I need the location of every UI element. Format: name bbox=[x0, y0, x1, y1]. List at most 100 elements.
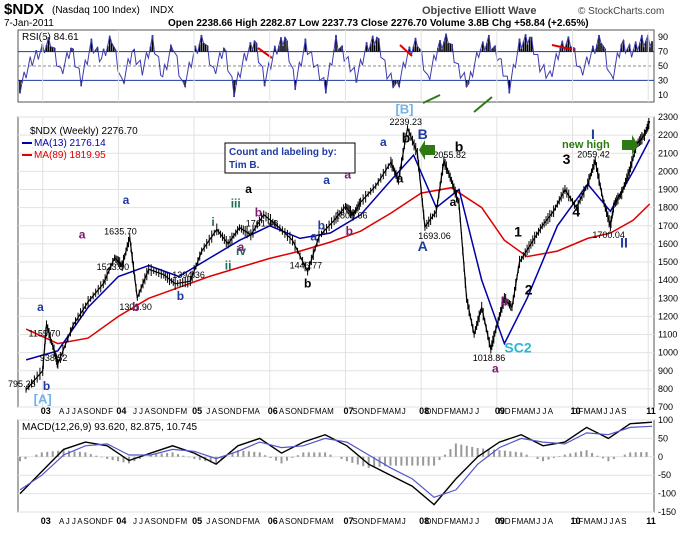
month-label: F bbox=[108, 407, 113, 416]
price-annotation: 1523.50 bbox=[97, 262, 130, 272]
macd-label: MACD(12,26,9) 93.620, 82.875, 10.745 bbox=[22, 422, 198, 433]
wave-label: a bbox=[79, 227, 86, 241]
bottom-year-label: 11 bbox=[646, 516, 656, 526]
macd-signal-line bbox=[19, 425, 653, 498]
bottom-month-label: A bbox=[591, 517, 597, 526]
bottom-month-label: J bbox=[133, 517, 137, 526]
price-annotation: 1805.66 bbox=[335, 211, 368, 221]
bottom-month-label: O bbox=[425, 517, 431, 526]
macd-tick-label: -100 bbox=[658, 489, 676, 499]
wave-label: a bbox=[37, 300, 44, 314]
bottom-month-label: A bbox=[59, 517, 65, 526]
year-label: 03 bbox=[41, 406, 51, 416]
y-tick-label: 800 bbox=[658, 384, 673, 394]
bottom-year-label: 07 bbox=[343, 516, 353, 526]
bottom-month-label: M bbox=[517, 517, 524, 526]
wave-label: b bbox=[346, 224, 353, 238]
wave-label: b bbox=[455, 138, 464, 154]
credit-line1: Count and labeling by: bbox=[229, 147, 337, 158]
month-label: M bbox=[596, 407, 603, 416]
bottom-month-label: J bbox=[610, 517, 614, 526]
bottom-month-label: A bbox=[279, 517, 285, 526]
month-label: S bbox=[83, 407, 88, 416]
bottom-month-label: D bbox=[236, 517, 242, 526]
bottom-month-label: N bbox=[364, 517, 370, 526]
bottom-month-label: M bbox=[180, 517, 187, 526]
year-label: 04 bbox=[116, 406, 126, 416]
bottom-month-label: D bbox=[370, 517, 376, 526]
y-tick-label: 1300 bbox=[658, 293, 678, 303]
bottom-month-label: A bbox=[389, 517, 395, 526]
wave-label: 1 bbox=[514, 224, 522, 240]
month-label: S bbox=[352, 407, 357, 416]
price-annotation: 1700.04 bbox=[592, 230, 625, 240]
divergence-line bbox=[399, 44, 413, 57]
month-label: S bbox=[151, 407, 156, 416]
price-annotation: 1301.90 bbox=[119, 302, 152, 312]
month-label: A bbox=[254, 407, 260, 416]
month-label: D bbox=[169, 407, 175, 416]
wave-label: a bbox=[397, 171, 404, 185]
month-label: J bbox=[72, 407, 76, 416]
bottom-month-label: S bbox=[285, 517, 290, 526]
exchange-label: INDX bbox=[150, 5, 174, 16]
bottom-month-label: F bbox=[579, 517, 584, 526]
wave-label: b bbox=[318, 218, 325, 232]
month-label: M bbox=[382, 407, 389, 416]
month-label: D bbox=[438, 407, 444, 416]
bottom-year-label: 06 bbox=[268, 516, 278, 526]
ma13-legend: MA(13) 2176.14 bbox=[34, 138, 106, 149]
bottom-year-label: 09 bbox=[495, 516, 505, 526]
month-label: F bbox=[579, 407, 584, 416]
month-label: N bbox=[297, 407, 303, 416]
month-label: A bbox=[591, 407, 597, 416]
month-label: N bbox=[95, 407, 101, 416]
month-label: D bbox=[505, 407, 511, 416]
month-label: J bbox=[66, 407, 70, 416]
divergence-line bbox=[551, 44, 576, 51]
wave-label: iv bbox=[236, 244, 246, 258]
month-label: F bbox=[310, 407, 315, 416]
divergence-line bbox=[422, 94, 441, 104]
arrow-right-icon bbox=[622, 135, 638, 155]
price-annotation: 938.52 bbox=[40, 353, 68, 363]
price-legend: $NDX (Weekly) 2276.70 bbox=[30, 126, 138, 137]
price-annotation: 1635.70 bbox=[104, 226, 137, 236]
month-label: D bbox=[303, 407, 309, 416]
ma13-line bbox=[25, 139, 651, 361]
y-tick-label: 2000 bbox=[658, 166, 678, 176]
year-label: 05 bbox=[192, 406, 202, 416]
chart-date: 7-Jan-2011 bbox=[4, 18, 54, 29]
macd-tick-label: -50 bbox=[658, 470, 671, 480]
symbol-title: $NDX bbox=[4, 1, 44, 18]
bottom-month-label: F bbox=[242, 517, 247, 526]
wave-label: b bbox=[177, 289, 184, 303]
bottom-month-label: N bbox=[297, 517, 303, 526]
y-tick-label: 2200 bbox=[658, 130, 678, 140]
month-label: A bbox=[523, 407, 529, 416]
macd-tick-label: 100 bbox=[658, 415, 673, 425]
rsi-label: RSI(5) 84.61 bbox=[22, 32, 79, 43]
wave-label: a bbox=[344, 168, 351, 182]
month-label: J bbox=[536, 407, 540, 416]
bottom-month-label: J bbox=[475, 517, 479, 526]
month-label: J bbox=[469, 407, 473, 416]
year-label: 09 bbox=[495, 406, 505, 416]
y-tick-label: 1200 bbox=[658, 311, 678, 321]
month-label: J bbox=[206, 407, 210, 416]
month-label: A bbox=[389, 407, 395, 416]
month-label: J bbox=[610, 407, 614, 416]
bottom-month-label: D bbox=[169, 517, 175, 526]
wave-label: I bbox=[591, 126, 595, 142]
ohlc-readout: Open 2238.66 High 2282.87 Low 2237.73 Cl… bbox=[168, 18, 589, 29]
month-label: A bbox=[212, 407, 218, 416]
wave-label: b bbox=[255, 206, 262, 220]
wave-label: a bbox=[123, 193, 130, 207]
y-tick-label: 1000 bbox=[658, 348, 678, 358]
bottom-month-label: S bbox=[218, 517, 223, 526]
bottom-month-label: J bbox=[469, 517, 473, 526]
bottom-month-label: M bbox=[596, 517, 603, 526]
month-label: M bbox=[327, 407, 334, 416]
month-label: A bbox=[322, 407, 328, 416]
year-label: 06 bbox=[268, 406, 278, 416]
